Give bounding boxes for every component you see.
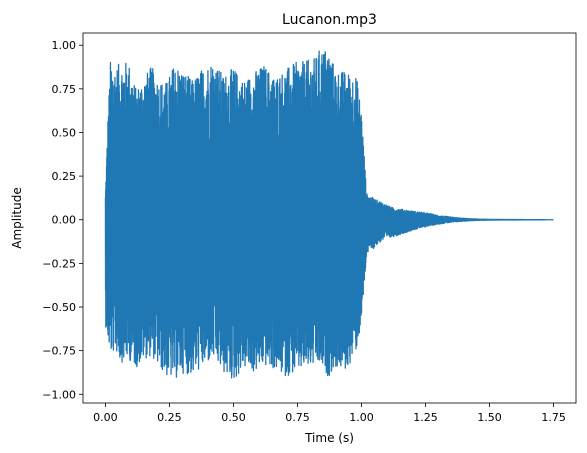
- waveform-series-line: [104, 50, 555, 379]
- x-tick-label: 0.50: [221, 411, 246, 424]
- y-tick-label: 0.25: [52, 170, 77, 183]
- x-tick-label: 1.75: [541, 411, 566, 424]
- y-tick-label: −1.00: [42, 388, 76, 401]
- x-tick-label: 0.25: [157, 411, 182, 424]
- y-tick-label: 0.50: [52, 126, 77, 139]
- x-tick-label: 1.00: [349, 411, 374, 424]
- chart-title: Lucanon.mp3: [282, 12, 377, 28]
- y-axis-ticks: 1.00 0.75 0.50 0.25 0.00 −0.25 −0.50 −0.75 −1.00: [42, 39, 83, 401]
- plot-area: [104, 50, 555, 379]
- x-tick-label: 0.00: [93, 411, 118, 424]
- axes-frame: [82, 32, 577, 404]
- y-tick-label: 0.00: [52, 214, 77, 227]
- y-axis-label: Amplitude: [10, 187, 24, 249]
- waveform-series-group: [104, 50, 555, 379]
- x-axis-ticks: 0.00 0.25 0.50 0.75 1.00 1.25 1.50 1.75: [93, 403, 566, 424]
- x-axis-label: Time (s): [304, 431, 354, 445]
- y-tick-label: −0.25: [42, 257, 76, 270]
- y-tick-label: −0.50: [42, 301, 76, 314]
- x-tick-label: 1.25: [413, 411, 438, 424]
- x-tick-label: 1.50: [477, 411, 502, 424]
- y-tick-label: 0.75: [52, 83, 77, 96]
- y-tick-label: 1.00: [52, 39, 77, 52]
- x-tick-label: 0.75: [285, 411, 310, 424]
- y-tick-label: −0.75: [42, 345, 76, 358]
